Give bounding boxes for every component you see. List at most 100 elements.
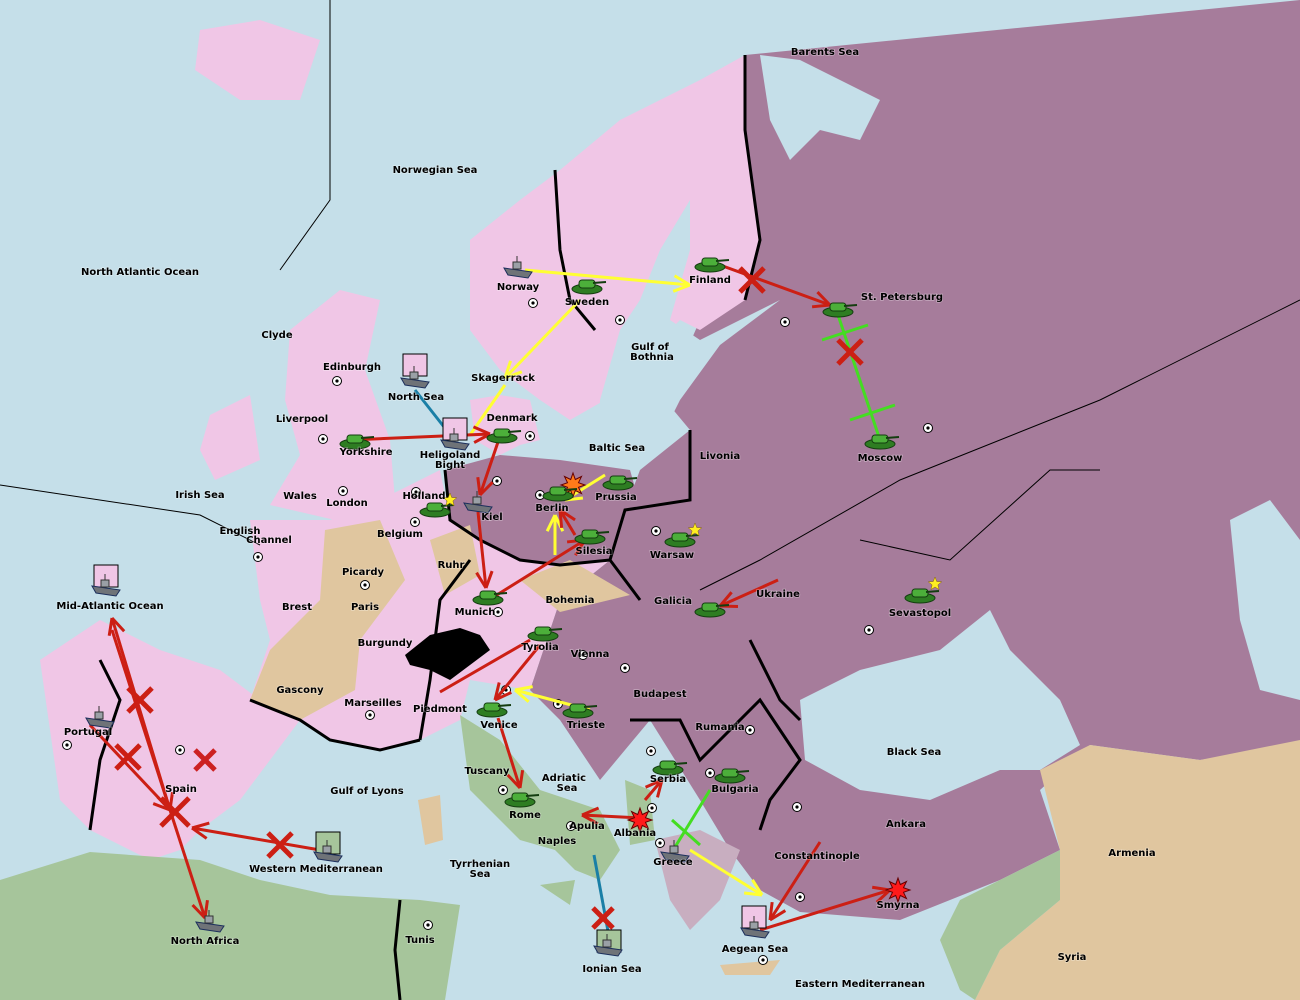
tank-icon[interactable] xyxy=(574,529,610,545)
province-label[interactable]: Sevastopol xyxy=(888,607,952,620)
province-label[interactable]: Tunis xyxy=(405,934,436,947)
province-label[interactable]: Denmark xyxy=(486,412,539,425)
tank-icon[interactable] xyxy=(527,626,563,642)
province-label[interactable]: Ruhr xyxy=(437,559,465,572)
province-label[interactable]: Eastern Mediterranean xyxy=(794,978,925,991)
region-ireland[interactable] xyxy=(200,395,260,480)
region-north-africa[interactable] xyxy=(0,852,460,1000)
region-sardinia[interactable] xyxy=(418,795,443,845)
province-label[interactable]: Sweden xyxy=(564,296,610,309)
ship-icon[interactable] xyxy=(463,491,493,514)
province-label[interactable]: Berlin xyxy=(535,502,570,515)
province-label[interactable]: Western Mediterranean xyxy=(248,863,383,876)
province-label[interactable]: Edinburgh xyxy=(322,361,382,374)
province-label[interactable]: Kiel xyxy=(481,511,504,524)
province-label[interactable]: Adriatic xyxy=(541,772,587,785)
region-italy[interactable] xyxy=(460,715,620,880)
tank-icon[interactable] xyxy=(664,532,700,548)
tank-icon[interactable] xyxy=(419,502,455,518)
province-label[interactable]: Livonia xyxy=(699,450,741,463)
province-label[interactable]: Ionian Sea xyxy=(582,963,643,976)
region-armenia-syria[interactable] xyxy=(975,740,1300,1000)
tank-icon[interactable] xyxy=(822,302,858,318)
province-label[interactable]: Clyde xyxy=(261,329,294,342)
province-label[interactable]: Trieste xyxy=(566,719,606,732)
province-label[interactable]: Bight xyxy=(434,459,466,472)
province-label[interactable]: Spain xyxy=(164,783,197,796)
province-label[interactable]: North Atlantic Ocean xyxy=(80,266,200,279)
tank-icon[interactable] xyxy=(504,792,540,808)
province-label[interactable]: Tyrrhenian xyxy=(449,858,511,871)
province-label[interactable]: Belgium xyxy=(376,528,423,541)
province-label[interactable]: Albania xyxy=(613,827,657,840)
province-label[interactable]: Black Sea xyxy=(886,746,942,759)
region-russia[interactable] xyxy=(530,0,1300,920)
ship-icon[interactable] xyxy=(195,910,225,933)
region-sicily[interactable] xyxy=(540,880,575,905)
ship-icon[interactable] xyxy=(660,840,690,863)
ship-icon[interactable] xyxy=(400,366,430,389)
tank-icon[interactable] xyxy=(714,768,750,784)
province-label[interactable]: Warsaw xyxy=(649,549,695,562)
province-label[interactable]: Tuscany xyxy=(464,765,511,778)
province-label[interactable]: English xyxy=(219,525,262,538)
province-label[interactable]: Paris xyxy=(350,601,380,614)
province-label[interactable]: Venice xyxy=(480,719,519,732)
region-britain[interactable] xyxy=(270,290,395,520)
province-label[interactable]: Armenia xyxy=(1108,847,1157,860)
region-iceland[interactable] xyxy=(195,20,320,100)
province-label[interactable]: Constantinople xyxy=(774,850,861,863)
province-label[interactable]: Serbia xyxy=(649,773,687,786)
province-label[interactable]: Burgundy xyxy=(357,637,414,650)
tank-icon[interactable] xyxy=(486,428,522,444)
province-label[interactable]: Gulf of Lyons xyxy=(330,785,405,798)
province-label[interactable]: Galicia xyxy=(653,595,692,608)
province-label[interactable]: Wales xyxy=(282,490,317,503)
province-label[interactable]: Greece xyxy=(653,856,694,869)
region-turkey-green[interactable] xyxy=(940,850,1060,1000)
region-picardy-paris[interactable] xyxy=(250,520,405,720)
province-label[interactable]: Moscow xyxy=(857,452,903,465)
province-label[interactable]: Rumania xyxy=(695,721,746,734)
province-label[interactable]: Barents Sea xyxy=(790,46,860,59)
ship-icon[interactable] xyxy=(440,428,470,451)
province-label[interactable]: Channel xyxy=(245,534,292,547)
ship-icon[interactable] xyxy=(91,574,121,597)
province-label[interactable]: Bothnia xyxy=(629,351,674,364)
tank-icon[interactable] xyxy=(602,475,638,491)
province-label[interactable]: Bohemia xyxy=(545,594,596,607)
province-label[interactable]: London xyxy=(325,497,368,510)
province-label[interactable]: Munich xyxy=(454,606,496,619)
province-label[interactable]: Bulgaria xyxy=(711,783,760,796)
province-label[interactable]: Finland xyxy=(688,274,731,287)
province-label[interactable]: Yorkshire xyxy=(338,446,394,459)
tank-icon[interactable] xyxy=(864,434,900,450)
province-label[interactable]: Picardy xyxy=(341,566,385,579)
ship-icon[interactable] xyxy=(593,934,623,957)
province-label[interactable]: Tyrolia xyxy=(520,641,559,654)
tank-icon[interactable] xyxy=(694,602,730,618)
region-ruhr[interactable] xyxy=(430,525,480,595)
province-label[interactable]: Apulia xyxy=(568,820,605,833)
tank-icon[interactable] xyxy=(571,279,607,295)
tank-icon[interactable] xyxy=(476,702,512,718)
region-scandinavia[interactable] xyxy=(470,55,760,420)
tank-icon[interactable] xyxy=(472,590,508,606)
ship-icon[interactable] xyxy=(313,840,343,863)
province-label[interactable]: Piedmont xyxy=(412,703,468,716)
province-label[interactable]: Vienna xyxy=(570,648,610,661)
province-label[interactable]: Ukraine xyxy=(755,588,800,601)
tank-icon[interactable] xyxy=(542,486,578,502)
province-label[interactable]: Ankara xyxy=(885,818,926,831)
province-label[interactable]: Gascony xyxy=(276,684,325,697)
province-label[interactable]: Norwegian Sea xyxy=(392,164,478,177)
province-label[interactable]: Smyrna xyxy=(876,899,920,912)
province-label[interactable]: Sea xyxy=(469,868,491,881)
province-label[interactable]: Syria xyxy=(1057,951,1087,964)
province-label[interactable]: North Africa xyxy=(170,935,240,948)
province-label[interactable]: Heligoland xyxy=(419,449,481,462)
province-label[interactable]: North Sea xyxy=(387,391,445,404)
province-label[interactable]: Skagerrack xyxy=(470,372,536,385)
province-label[interactable]: Silesia xyxy=(575,545,613,558)
